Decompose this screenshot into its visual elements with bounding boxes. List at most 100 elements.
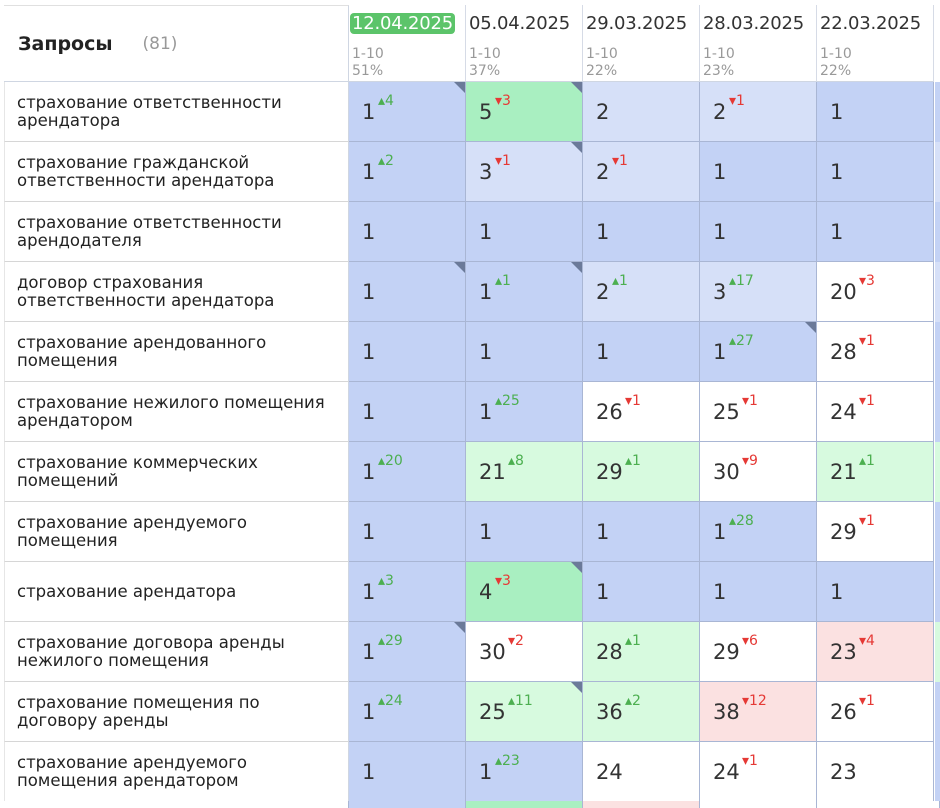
query-label[interactable]: страхование арендуемого помещения	[4, 502, 349, 562]
date-column-header[interactable]: 29.03.2025 1-10 22%	[583, 5, 700, 82]
corner-flag-icon	[454, 82, 465, 93]
position-cell[interactable]: 1	[349, 742, 466, 802]
position-cell[interactable]: 2 ▾1	[700, 82, 817, 142]
position-cell[interactable]: 26 ▾1	[817, 682, 934, 742]
corner-flag-icon	[454, 622, 465, 633]
position-cell[interactable]: 2 ▾1	[583, 142, 700, 202]
position-cell[interactable]: 23	[817, 742, 934, 802]
date-label[interactable]: 29.03.2025	[586, 13, 688, 34]
position-change: ▴8	[508, 453, 524, 469]
date-column-header[interactable]: 05.04.2025 1-10 37%	[466, 5, 583, 82]
position-cell[interactable]: 1 ▴23	[466, 742, 583, 802]
date-label[interactable]: 12.04.2025	[350, 13, 456, 34]
position-cell[interactable]: 1	[817, 142, 934, 202]
position-cell[interactable]: 29 ▴1	[583, 442, 700, 502]
position-cell[interactable]: 28 ▴1	[583, 622, 700, 682]
position-cell[interactable]: 1	[583, 322, 700, 382]
position-cell[interactable]: 1	[349, 382, 466, 442]
position-change: ▴28	[729, 513, 754, 529]
position-cell[interactable]: 2	[583, 82, 700, 142]
position-cell[interactable]: 1 ▴28	[700, 502, 817, 562]
date-label[interactable]: 28.03.2025	[703, 13, 805, 34]
position-cell[interactable]: 3 ▴17	[700, 262, 817, 322]
date-column-header[interactable]: 28.03.2025 1-10 23%	[700, 5, 817, 82]
position-cell[interactable]: 30 ▾9	[700, 442, 817, 502]
position-cell[interactable]: 2 ▴1	[583, 262, 700, 322]
position-cell[interactable]: 25 ▴11	[466, 682, 583, 742]
query-label[interactable]: страхование ответственности арендатора	[4, 82, 349, 142]
position-cell[interactable]: 1	[349, 502, 466, 562]
position-cell[interactable]: 21 ▴1	[817, 442, 934, 502]
position-cell[interactable]: 1	[817, 82, 934, 142]
position-cell[interactable]: 3 ▾1	[466, 142, 583, 202]
position-cell[interactable]: 1 ▴24	[349, 682, 466, 742]
position-cell[interactable]: 1	[700, 202, 817, 262]
position-cell[interactable]: 1	[349, 322, 466, 382]
position-cell[interactable]: 24	[583, 742, 700, 802]
position-value: 23	[830, 760, 857, 784]
position-value: 1	[713, 160, 727, 184]
position-cell[interactable]: 1	[817, 202, 934, 262]
position-cell[interactable]: 1 ▴25	[466, 382, 583, 442]
position-cell[interactable]: 26 ▾1	[583, 382, 700, 442]
corner-flag-icon	[571, 682, 582, 693]
query-label[interactable]: страхование ответственности арендодателя	[4, 202, 349, 262]
position-cell[interactable]: 1 ▴20	[349, 442, 466, 502]
query-label[interactable]: страхование арендуемого помещения аренда…	[4, 742, 349, 802]
position-cell[interactable]: 1	[349, 262, 466, 322]
position-cell[interactable]: 1	[466, 322, 583, 382]
position-cell[interactable]: 28 ▾1	[817, 322, 934, 382]
next-column-cell	[935, 142, 940, 202]
query-label[interactable]: страхование гражданской ответственности …	[4, 142, 349, 202]
position-cell[interactable]: 1 ▴4	[349, 82, 466, 142]
position-change: ▾1	[859, 393, 875, 409]
position-cell[interactable]: 1	[817, 562, 934, 622]
position-cell[interactable]: 1 ▴2	[349, 142, 466, 202]
position-cell[interactable]: 36 ▴2	[583, 682, 700, 742]
position-cell[interactable]: 20 ▾3	[817, 262, 934, 322]
position-cell[interactable]: 1 ▴3	[349, 562, 466, 622]
position-cell[interactable]: 1 ▴29	[349, 622, 466, 682]
position-cell[interactable]: 1 ▴1	[466, 262, 583, 322]
query-label[interactable]: страхование помещения по договору аренды	[4, 682, 349, 742]
query-label[interactable]: страхование арендатора	[4, 562, 349, 622]
date-label[interactable]: 05.04.2025	[469, 13, 571, 34]
position-value: 28	[830, 340, 857, 364]
position-cell[interactable]: 1	[583, 502, 700, 562]
position-cell[interactable]: 1	[466, 502, 583, 562]
position-cell[interactable]: 38 ▾12	[700, 682, 817, 742]
position-cell[interactable]: 1	[700, 142, 817, 202]
position-cell[interactable]: 1 ▴27	[700, 322, 817, 382]
position-change: ▴27	[729, 333, 754, 349]
date-label[interactable]: 22.03.2025	[820, 13, 922, 34]
position-cell[interactable]: 29 ▾1	[817, 502, 934, 562]
position-cell[interactable]: 1	[583, 562, 700, 622]
position-cell[interactable]: 29 ▾6	[700, 622, 817, 682]
date-column-header[interactable]: 22.03.2025 1-10 22%	[817, 5, 934, 82]
query-label[interactable]: страхование арендованного помещения	[4, 322, 349, 382]
position-cell[interactable]: 23 ▾4	[817, 622, 934, 682]
position-cell[interactable]: 24 ▾1	[700, 742, 817, 802]
next-row-partial	[0, 801, 349, 808]
position-cell[interactable]: 4 ▾3	[466, 562, 583, 622]
position-cell[interactable]: 1	[466, 202, 583, 262]
position-cell[interactable]: 1	[700, 562, 817, 622]
position-value: 29	[596, 460, 623, 484]
position-cell[interactable]: 1	[349, 202, 466, 262]
query-label[interactable]: страхование коммерческих помещений	[4, 442, 349, 502]
position-value: 25	[713, 400, 740, 424]
position-cell[interactable]: 24 ▾1	[817, 382, 934, 442]
query-label[interactable]: страхование договора аренды нежилого пом…	[4, 622, 349, 682]
position-cell[interactable]: 5 ▾3	[466, 82, 583, 142]
position-value: 36	[596, 700, 623, 724]
query-label[interactable]: договор страхования ответственности арен…	[4, 262, 349, 322]
position-cell[interactable]: 21 ▴8	[466, 442, 583, 502]
queries-header[interactable]: Запросы (81)	[4, 5, 349, 82]
date-column-header[interactable]: 12.04.2025 1-10 51%	[349, 5, 466, 82]
position-cell[interactable]: 25 ▾1	[700, 382, 817, 442]
position-cell[interactable]: 30 ▾2	[466, 622, 583, 682]
position-change: ▾1	[859, 513, 875, 529]
position-value: 1	[362, 580, 376, 604]
query-label[interactable]: страхование нежилого помещения арендатор…	[4, 382, 349, 442]
position-cell[interactable]: 1	[583, 202, 700, 262]
